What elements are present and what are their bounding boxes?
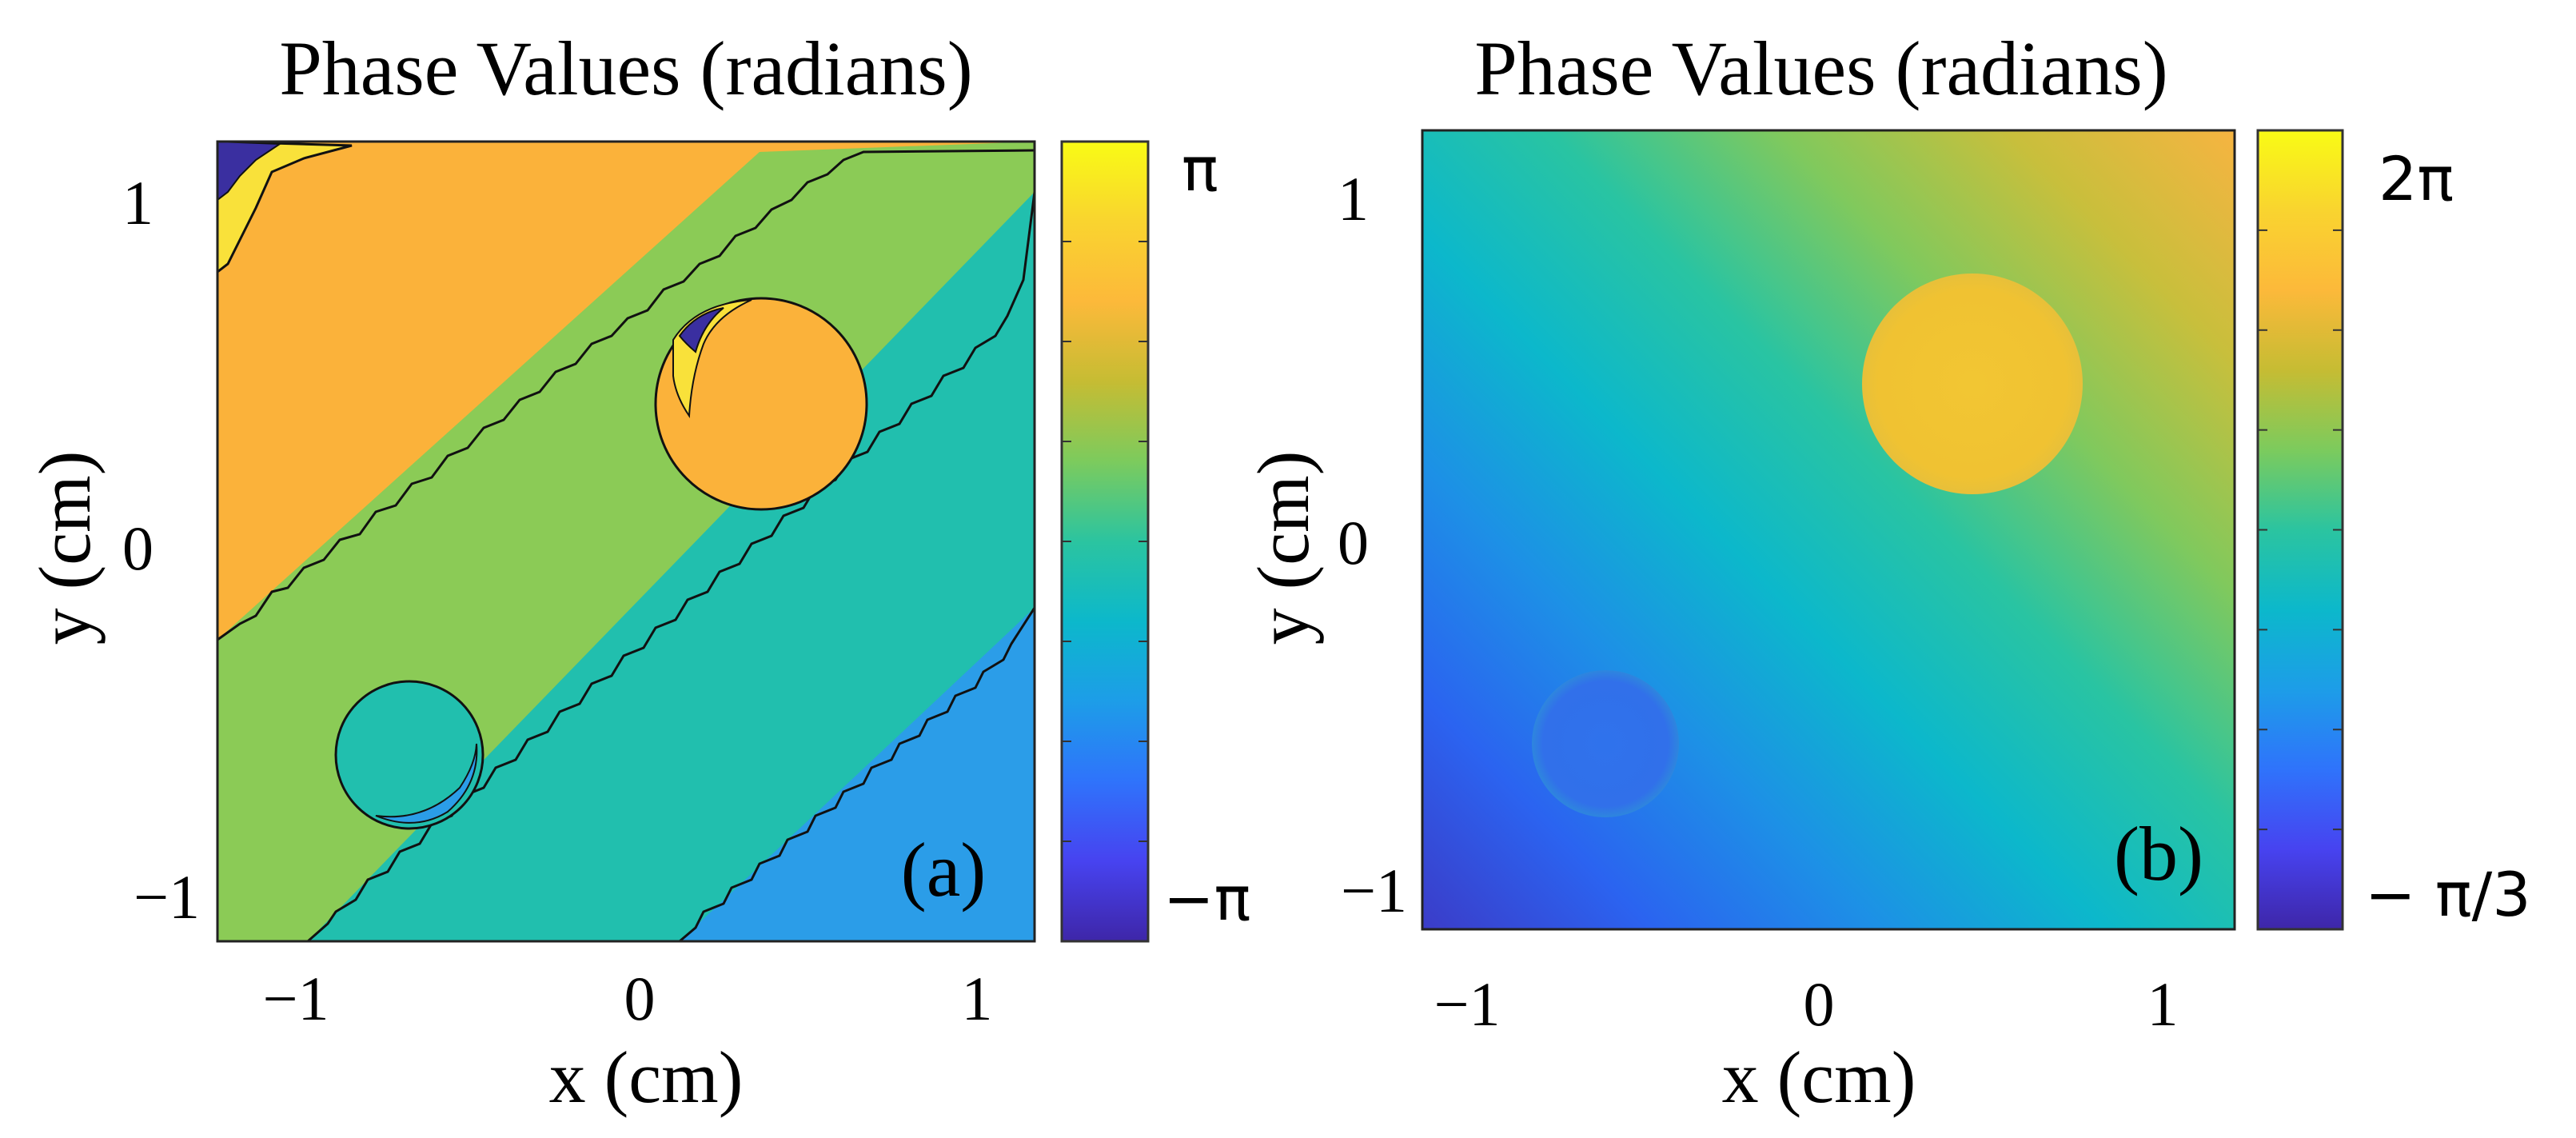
panel-a: Phase Values (radians) — [24, 26, 1250, 1118]
contour-green-teal — [307, 191, 1035, 941]
colorbar-a: π −π — [1060, 134, 1250, 943]
contour-teal-blue — [679, 607, 1035, 941]
panel-b-label: (b) — [2114, 811, 2203, 896]
panel-a-ytick-neg1: −1 — [134, 862, 200, 932]
panel-b-xlabel: x (cm) — [1722, 1036, 1916, 1118]
circle-a-large-crescent-purple — [678, 307, 724, 353]
colorbar-b-gradient — [2256, 129, 2344, 931]
colorbar-b: 2π − π/3 — [2256, 129, 2531, 931]
colorbar-b-max-label: 2π — [2379, 143, 2454, 214]
panel-b: Phase Values (radians) −1 0 1 1 0 −1 x (… — [1242, 26, 2531, 1118]
colorbar-a-gradient — [1060, 140, 1150, 943]
panel-a-frame — [216, 140, 1036, 943]
colorbar-a-max-label: π — [1182, 134, 1218, 205]
panel-a-plot — [217, 142, 1035, 941]
panel-b-y-ticks: 1 0 −1 — [1338, 164, 1407, 925]
panel-a-y-ticks: 1 0 −1 — [122, 168, 200, 932]
panel-a-x-ticks: −1 0 1 — [263, 964, 993, 1033]
corner-purple — [217, 142, 283, 202]
panel-a-xtick-neg1: −1 — [263, 964, 329, 1033]
panel-b-title: Phase Values (radians) — [1474, 26, 2167, 111]
panel-b-xtick-0: 0 — [1804, 969, 1835, 1039]
panel-b-xtick-1: 1 — [2147, 969, 2179, 1039]
circle-a-small — [334, 680, 484, 830]
panel-a-xtick-1: 1 — [962, 964, 993, 1033]
circle-a-large — [654, 297, 868, 511]
colorbar-a-min-label: −π — [1163, 863, 1250, 934]
panel-a-ytick-1: 1 — [122, 168, 154, 238]
colorbar-b-min-label: − π/3 — [2365, 859, 2531, 930]
panel-a-xlabel: x (cm) — [549, 1036, 744, 1118]
panel-a-label: (a) — [901, 827, 987, 912]
panel-b-ytick-1: 1 — [1338, 164, 1369, 234]
panel-b-x-ticks: −1 0 1 — [1434, 969, 2179, 1039]
panel-b-plot — [1422, 130, 2235, 929]
panel-b-ytick-0: 0 — [1338, 508, 1369, 577]
panel-b-ylabel: y (cm) — [1242, 451, 1324, 645]
circle-a-small-crescent-blue — [375, 743, 478, 824]
panel-b-field — [1422, 130, 2235, 929]
panel-b-xtick-neg1: −1 — [1434, 969, 1501, 1039]
panel-a-ylabel: y (cm) — [24, 451, 106, 645]
panel-a-xtick-0: 0 — [624, 964, 656, 1033]
contour-orange-green — [217, 149, 1035, 641]
panel-b-frame — [1421, 129, 2236, 931]
circle-b-large — [1862, 274, 2083, 494]
corner-yellow — [217, 142, 353, 274]
panel-b-ytick-neg1: −1 — [1341, 856, 1407, 925]
panel-a-title: Phase Values (radians) — [279, 26, 972, 111]
circle-b-small — [1532, 670, 1679, 817]
band-blue — [680, 608, 1035, 941]
panel-a-ytick-0: 0 — [122, 513, 154, 583]
